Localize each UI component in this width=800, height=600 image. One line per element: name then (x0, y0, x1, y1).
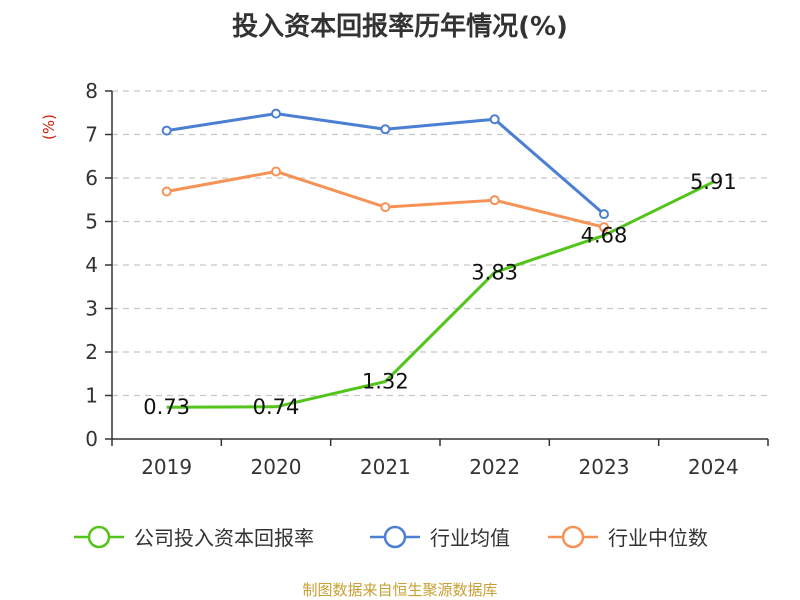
data-label: 0.74 (253, 395, 300, 419)
legend-item[interactable]: 公司投入资本回报率 (74, 525, 314, 550)
data-point (271, 166, 281, 177)
series-line (166, 169, 605, 229)
y-tick-label: 0 (85, 427, 98, 451)
tick-labels: 0 1 2 3 4 5 6 7 8 2019 2020 2021 2022 2023 2024 (85, 79, 739, 479)
x-tick-label: 2023 (579, 455, 630, 479)
x-tick-label: 2024 (688, 455, 739, 479)
data-label: 1.32 (362, 370, 409, 394)
y-tick-label: 2 (85, 340, 98, 364)
y-tick-label: 5 (85, 210, 98, 234)
x-tick-label: 2021 (360, 455, 411, 479)
data-point (380, 202, 391, 213)
data-point (271, 108, 281, 119)
chart-title: 投入资本回报率历年情况(%) (232, 12, 568, 42)
data-point (489, 114, 500, 125)
legend-item[interactable]: 行业中位数 (548, 525, 708, 550)
data-point (161, 186, 172, 197)
legend[interactable]: 公司投入资本回报率 行业均值 行业中位数 (74, 525, 708, 550)
data-point (599, 209, 609, 220)
y-axis-label: (%) (40, 114, 58, 140)
y-tick-label: 8 (85, 79, 98, 103)
source-note: 制图数据来自恒生聚源数据库 (302, 581, 498, 599)
data-label: 4.68 (581, 223, 628, 247)
data-labels: 0.73 0.74 1.32 3.83 4.68 5.91 (143, 170, 736, 419)
data-label: 3.83 (471, 260, 518, 284)
x-tick-label: 2020 (251, 455, 302, 479)
data-point (489, 195, 500, 206)
y-tick-label: 7 (85, 123, 98, 147)
data-label: 5.91 (690, 170, 737, 194)
x-tick-label: 2019 (141, 455, 192, 479)
legend-item[interactable]: 行业均值 (370, 525, 510, 550)
legend-label: 行业中位数 (608, 526, 708, 550)
series-line (166, 180, 714, 409)
series-lines (161, 108, 714, 409)
data-label: 0.73 (143, 395, 190, 419)
y-tick-label: 1 (85, 384, 98, 408)
legend-label: 公司投入资本回报率 (134, 526, 314, 550)
legend-marker (561, 525, 585, 549)
axes (105, 90, 769, 446)
data-point (380, 124, 391, 135)
legend-label: 行业均值 (430, 526, 510, 550)
gridlines (112, 90, 768, 397)
data-point (599, 222, 609, 233)
legend-marker (383, 525, 407, 549)
y-tick-label: 3 (85, 297, 98, 321)
x-tick-label: 2022 (469, 455, 520, 479)
data-point (161, 125, 172, 136)
y-tick-label: 4 (85, 253, 98, 277)
y-tick-label: 6 (85, 166, 98, 190)
legend-marker (87, 525, 111, 549)
